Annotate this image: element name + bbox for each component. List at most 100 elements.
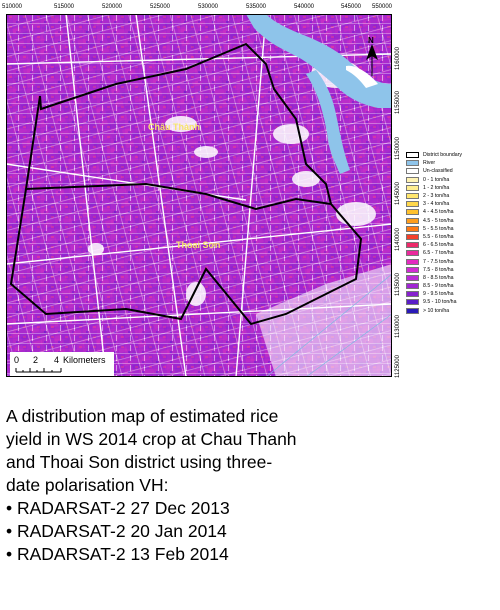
legend-item: 9.5 - 10 ton/ha — [406, 298, 498, 306]
x-tick-label: 535000 — [246, 4, 267, 10]
legend-item: 1 - 2 ton/ha — [406, 184, 498, 192]
legend-label: 6.5 - 7 ton/ha — [423, 250, 454, 257]
legend-label: 0 - 1 ton/ha — [423, 176, 450, 183]
legend-item: 8.5 - 9 ton/ha — [406, 282, 498, 290]
legend-swatch — [406, 160, 419, 167]
legend-item: 9 - 9.5 ton/ha — [406, 290, 498, 298]
legend-label: 2 - 3 ton/ha — [423, 193, 450, 200]
x-tick-label: 550000 — [372, 4, 393, 10]
map-frame[interactable]: Châu Thành Thoại Sơn N 0 2 4 Kilometers — [5, 13, 393, 378]
scale-tick-2: 2 — [33, 355, 38, 365]
legend-label: 7 - 7.5 ton/ha — [423, 258, 454, 265]
river — [246, 14, 392, 108]
canal-lines-outside — [265, 273, 393, 378]
legend-item: 4 - 4.5 ton/ha — [406, 208, 498, 216]
x-tick-label: 520000 — [102, 4, 123, 10]
y-tick-label: 1160000 — [395, 47, 401, 70]
north-label: N — [368, 36, 374, 45]
legend-item: 3 - 4 ton/ha — [406, 200, 498, 208]
x-tick-label: 530000 — [198, 4, 219, 10]
legend-swatch — [406, 258, 419, 265]
place-label-chau-thanh: Châu Thành — [148, 122, 200, 132]
legend-swatch — [406, 209, 419, 216]
legend-swatch — [406, 152, 419, 159]
legend-label: 3 - 4 ton/ha — [423, 201, 450, 208]
caption-line: yield in WS 2014 crop at Chau Thanh — [6, 429, 297, 449]
legend-label: 5 - 5.5 ton/ha — [423, 225, 454, 232]
legend-swatch — [406, 193, 419, 200]
x-tick-label: 510000 — [2, 4, 23, 10]
legend-item: 5.5 - 6 ton/ha — [406, 233, 498, 241]
legend-swatch — [406, 176, 419, 183]
legend-label: 1 - 2 ton/ha — [423, 184, 450, 191]
legend-item: 6.5 - 7 ton/ha — [406, 249, 498, 257]
legend-item: Un-classified — [406, 167, 498, 175]
legend-swatch — [406, 233, 419, 240]
caption-bullet: • RADARSAT-2 20 Jan 2014 — [6, 521, 227, 541]
legend-label: District boundary — [423, 152, 462, 159]
outside-area — [256, 264, 392, 377]
caption-bullet: • RADARSAT-2 27 Dec 2013 — [6, 498, 230, 518]
legend-label: > 10 ton/ha — [423, 307, 450, 314]
river-branch — [306, 70, 350, 174]
legend-item: 6 - 6.5 ton/ha — [406, 241, 498, 249]
x-tick-label: 540000 — [294, 4, 315, 10]
legend-item: District boundary — [406, 151, 498, 159]
legend-item: 8 - 8.5 ton/ha — [406, 274, 498, 282]
y-tick-label: 1150000 — [395, 137, 401, 160]
legend-label: 9.5 - 10 ton/ha — [423, 299, 457, 306]
legend-label: River — [423, 160, 436, 167]
y-tick-label: 1140000 — [395, 228, 401, 251]
scale-tick-4: 4 — [54, 355, 59, 365]
legend-item: 2 - 3 ton/ha — [406, 192, 498, 200]
legend-item: > 10 ton/ha — [406, 307, 498, 315]
legend-swatch — [406, 201, 419, 208]
y-tick-label: 1155000 — [395, 91, 401, 114]
rice-yield-map[interactable]: Châu Thành Thoại Sơn N 0 2 4 Kilometers — [5, 13, 393, 378]
legend-label: 7.5 - 8 ton/ha — [423, 266, 454, 273]
river-island — [346, 65, 378, 88]
legend-label: 4.5 - 5 ton/ha — [423, 217, 454, 224]
caption-bullet: • RADARSAT-2 13 Feb 2014 — [6, 544, 229, 564]
y-tick-label: 1125000 — [395, 355, 401, 378]
district-boundaries — [9, 42, 363, 326]
legend-item: 4.5 - 5 ton/ha — [406, 217, 498, 225]
north-arrow-icon: N — [366, 36, 378, 76]
legend-swatch — [406, 184, 419, 191]
legend-label: 5.5 - 6 ton/ha — [423, 233, 454, 240]
caption-line: A distribution map of estimated rice — [6, 406, 279, 426]
map-border — [6, 14, 392, 377]
scale-unit: Kilometers — [63, 355, 106, 365]
legend-swatch — [406, 266, 419, 273]
caption-line: date polarisation VH: — [6, 475, 169, 495]
x-tick-label: 545000 — [341, 4, 362, 10]
legend-swatch — [406, 168, 419, 175]
x-tick-label: 515000 — [54, 4, 75, 10]
legend-swatch — [406, 291, 419, 298]
legend-label: 6 - 6.5 ton/ha — [423, 242, 454, 249]
scale-bar — [15, 368, 62, 373]
x-tick-label: 525000 — [150, 4, 171, 10]
legend-swatch — [406, 225, 419, 232]
legend-label: 8 - 8.5 ton/ha — [423, 274, 454, 281]
legend-swatch — [406, 299, 419, 306]
legend-label: Un-classified — [423, 168, 453, 175]
place-label-thoai-son: Thoại Sơn — [176, 240, 220, 250]
legend-swatch — [406, 217, 419, 224]
legend-item: 5 - 5.5 ton/ha — [406, 225, 498, 233]
legend-swatch — [406, 274, 419, 281]
caption-line: and Thoai Son district using three- — [6, 452, 273, 472]
caption: A distribution map of estimated rice yie… — [6, 405, 346, 566]
legend-label: 4 - 4.5 ton/ha — [423, 209, 454, 216]
map-legend: District boundary River Un-classified 0 - 1… — [406, 151, 498, 315]
legend-swatch — [406, 242, 419, 249]
scale-tick-0: 0 — [14, 355, 19, 365]
y-tick-label: 1145000 — [395, 182, 401, 205]
legend-swatch — [406, 283, 419, 290]
legend-swatch — [406, 307, 419, 314]
legend-item: 7.5 - 8 ton/ha — [406, 266, 498, 274]
legend-item: River — [406, 159, 498, 167]
y-tick-label: 1130000 — [395, 315, 401, 338]
y-tick-label: 1135000 — [395, 273, 401, 296]
legend-item: 7 - 7.5 ton/ha — [406, 257, 498, 265]
